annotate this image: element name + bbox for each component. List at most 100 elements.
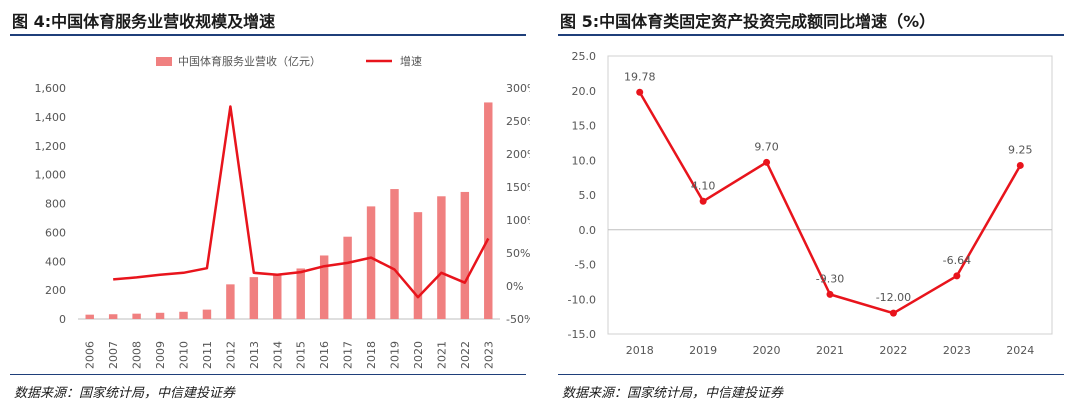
y-tick-label: 15.0 [572, 120, 597, 133]
x-tick-label: 2023 [482, 341, 495, 369]
legend-bar-swatch [156, 57, 172, 66]
y-left-tick-label: 400 [45, 255, 66, 268]
x-tick-label: 2015 [295, 341, 308, 369]
right-chart: 25.0 20.0 15.0 10.0 5.0 0.0 -5.0 -10.0 -15.0 2018… [568, 50, 1053, 357]
data-label: -9.30 [816, 272, 844, 285]
revenue-bar [85, 314, 94, 319]
revenue-bar [343, 236, 352, 319]
data-label: -12.00 [876, 291, 911, 304]
revenue-bar [132, 313, 141, 319]
left-panel: 图 4:中国体育服务业营收规模及增速 中国体育服务业营收（亿元） 增速 0 200 40… [0, 0, 530, 412]
y-tick-label: 25.0 [572, 50, 597, 63]
revenue-bar [273, 274, 282, 319]
x-tick-label: 2020 [753, 344, 781, 357]
data-label: 9.25 [1008, 143, 1032, 156]
revenue-bar [366, 206, 376, 319]
x-tick-label: 2021 [816, 344, 844, 357]
revenue-bar [202, 309, 212, 319]
data-point [763, 158, 771, 166]
y-tick-label: -10.0 [568, 293, 596, 306]
x-tick-label: 2016 [318, 341, 331, 369]
x-tick-label: 2023 [943, 344, 971, 357]
revenue-bar [437, 196, 446, 319]
x-tick-label: 2011 [201, 341, 214, 369]
data-label: 9.70 [754, 140, 779, 153]
x-tick-label: 2014 [271, 341, 284, 369]
y-right-tick-label: 250% [506, 115, 530, 128]
legend-bar-label: 中国体育服务业营收（亿元） [178, 54, 321, 68]
x-tick-label: 2019 [689, 344, 717, 357]
left-chart: 中国体育服务业营收（亿元） 增速 0 200 400 600 800 1,000 1,200 1,… [35, 54, 531, 369]
left-source-rule [10, 374, 526, 375]
revenue-bar [296, 268, 305, 319]
x-tick-label: 2019 [389, 341, 402, 369]
revenue-bar [226, 284, 235, 319]
x-tick-label: 2012 [224, 341, 237, 369]
y-right-tick-label: 100% [506, 214, 530, 227]
data-point [953, 272, 961, 280]
revenue-bar [390, 189, 399, 319]
y-tick-label: 0.0 [579, 224, 597, 237]
x-tick-label: 2022 [459, 341, 472, 369]
y-left-tick-label: 0 [59, 313, 66, 326]
y-tick-label: 5.0 [579, 189, 597, 202]
data-point [826, 290, 834, 298]
y-left-tick-label: 600 [45, 226, 66, 239]
x-tick-label: 2018 [626, 344, 654, 357]
revenue-bar [155, 312, 165, 319]
y-left-tick-label: 800 [45, 198, 66, 211]
left-title-rule [10, 34, 526, 36]
x-tick-label: 2010 [178, 341, 191, 369]
data-label: -6.64 [943, 254, 971, 267]
x-tick-label: 2022 [879, 344, 907, 357]
x-tick-label: 2018 [365, 341, 378, 369]
y-tick-label: 10.0 [572, 154, 597, 167]
left-chart-title: 图 4:中国体育服务业营收规模及增速 [12, 12, 276, 31]
y-left-tick-label: 1,600 [35, 82, 67, 95]
x-tick-label: 2008 [131, 341, 144, 369]
legend-line-label: 增速 [400, 54, 422, 68]
right-source-note: 数据来源：国家统计局，中信建投证券 [562, 386, 784, 401]
plot-area-frame [607, 55, 1053, 335]
x-tick-label: 2017 [342, 341, 355, 369]
y-tick-label: -15.0 [568, 328, 596, 341]
y-tick-label: -5.0 [575, 259, 596, 272]
y-right-tick-label: 0% [506, 280, 523, 293]
revenue-bar [460, 191, 470, 319]
x-tick-label: 2009 [154, 341, 167, 369]
left-source-note: 数据来源：国家统计局，中信建投证券 [14, 386, 236, 401]
y-right-tick-label: 150% [506, 181, 530, 194]
x-tick-label: 2020 [412, 341, 425, 369]
right-source-rule [558, 374, 1064, 375]
x-tick-label: 2021 [435, 341, 448, 369]
x-tick-label: 2006 [84, 341, 97, 369]
y-right-tick-label: 200% [506, 148, 530, 161]
revenue-bar [108, 314, 118, 319]
y-left-tick-label: 1,200 [35, 140, 67, 153]
y-left-tick-label: 200 [45, 284, 66, 297]
y-right-tick-label: 50% [506, 247, 530, 260]
y-left-tick-label: 1,400 [35, 111, 67, 124]
y-tick-label: 20.0 [572, 85, 597, 98]
x-tick-label: 2013 [248, 341, 261, 369]
x-tick-label: 2024 [1006, 344, 1034, 357]
y-left-tick-label: 1,000 [35, 169, 67, 182]
growth-line [113, 105, 490, 299]
right-panel: 图 5:中国体育类固定资产投资完成额同比增速（%） 25.0 20.0 15.0 10… [548, 0, 1068, 412]
y-right-tick-label: -50% [506, 313, 530, 326]
right-chart-title: 图 5:中国体育类固定资产投资完成额同比增速（%） [560, 12, 936, 31]
right-title-rule [558, 34, 1064, 36]
y-right-tick-label: 300% [506, 82, 530, 95]
data-point [1016, 161, 1024, 169]
revenue-bar [249, 277, 259, 319]
revenue-bar [413, 212, 423, 319]
revenue-bar [179, 311, 188, 319]
data-label: 19.78 [624, 70, 656, 83]
data-label: 4.10 [691, 179, 716, 192]
data-point [889, 309, 897, 317]
x-tick-label: 2007 [107, 341, 120, 369]
data-point [636, 88, 644, 96]
revenue-bar [484, 102, 493, 319]
revenue-bar [319, 255, 329, 319]
data-point [699, 197, 707, 205]
